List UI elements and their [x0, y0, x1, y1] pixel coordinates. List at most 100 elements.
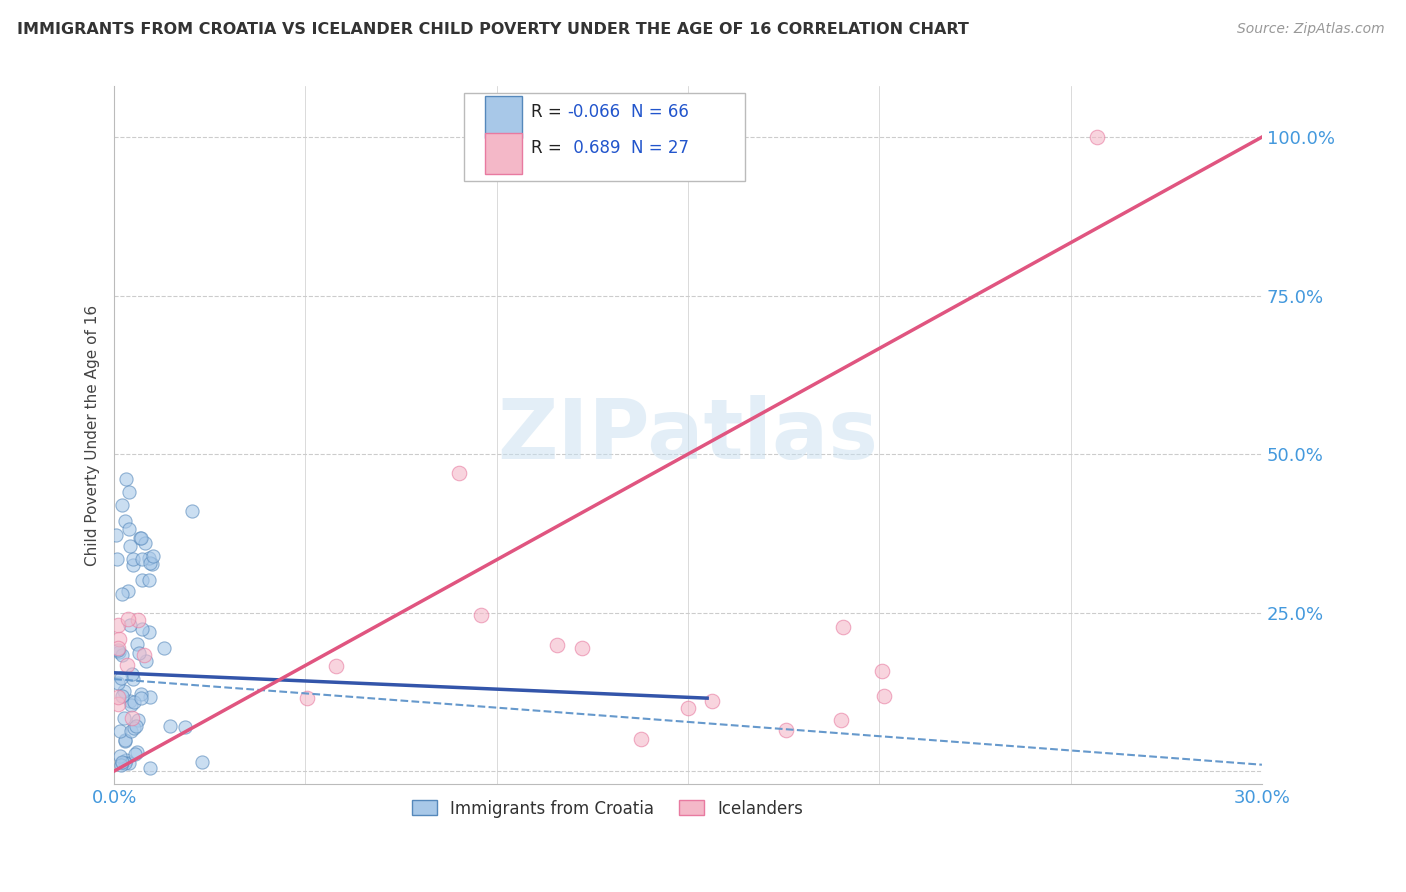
- Point: [122, 552, 145, 566]
- Point: [108, 723, 131, 738]
- Point: [138, 573, 160, 587]
- Point: [112, 711, 135, 725]
- Point: [325, 659, 347, 673]
- FancyBboxPatch shape: [464, 94, 745, 180]
- Point: [131, 552, 153, 566]
- Point: [120, 698, 142, 712]
- Point: [108, 632, 131, 647]
- Point: [112, 684, 135, 698]
- Point: [108, 645, 131, 659]
- Point: [180, 504, 202, 518]
- Point: [131, 573, 153, 587]
- Point: [470, 607, 492, 622]
- Point: [870, 664, 893, 678]
- Point: [111, 689, 134, 703]
- Point: [114, 756, 136, 770]
- Point: [131, 622, 153, 636]
- Point: [122, 721, 145, 735]
- Point: [118, 522, 141, 536]
- Point: [110, 755, 132, 769]
- Point: [107, 617, 129, 632]
- Point: [128, 647, 150, 661]
- Point: [114, 514, 136, 528]
- Point: [117, 612, 139, 626]
- Point: [121, 672, 143, 686]
- Point: [107, 640, 129, 655]
- Point: [153, 641, 176, 656]
- FancyBboxPatch shape: [485, 133, 522, 174]
- Point: [107, 642, 129, 657]
- Point: [125, 745, 148, 759]
- Text: N = 27: N = 27: [631, 139, 689, 157]
- Point: [111, 648, 134, 662]
- Point: [135, 654, 157, 668]
- Point: [139, 690, 162, 705]
- Point: [775, 723, 797, 738]
- Point: [117, 584, 139, 599]
- Point: [114, 472, 136, 486]
- Text: Source: ZipAtlas.com: Source: ZipAtlas.com: [1237, 22, 1385, 37]
- Point: [120, 617, 142, 632]
- Point: [127, 713, 149, 727]
- Point: [129, 691, 152, 706]
- Point: [107, 676, 129, 690]
- Legend: Immigrants from Croatia, Icelanders: Immigrants from Croatia, Icelanders: [405, 793, 810, 824]
- Point: [1087, 130, 1109, 145]
- Point: [107, 690, 129, 705]
- Point: [191, 755, 214, 769]
- Point: [138, 550, 160, 565]
- Point: [295, 690, 318, 705]
- Point: [174, 720, 197, 734]
- FancyBboxPatch shape: [485, 96, 522, 137]
- Point: [830, 714, 852, 728]
- Point: [114, 733, 136, 747]
- Point: [114, 733, 136, 747]
- Point: [122, 695, 145, 709]
- Point: [127, 637, 149, 651]
- Point: [831, 620, 853, 634]
- Point: [676, 700, 699, 714]
- Point: [107, 697, 129, 711]
- Point: [630, 731, 652, 746]
- Point: [159, 719, 181, 733]
- Point: [105, 528, 128, 542]
- Point: [108, 748, 131, 763]
- Point: [120, 724, 142, 739]
- Point: [105, 552, 128, 566]
- Point: [121, 711, 143, 725]
- Point: [122, 558, 145, 572]
- Point: [142, 549, 165, 563]
- Point: [447, 466, 470, 480]
- Point: [128, 531, 150, 545]
- Point: [124, 747, 146, 761]
- Text: R =: R =: [531, 103, 567, 120]
- Text: IMMIGRANTS FROM CROATIA VS ICELANDER CHILD POVERTY UNDER THE AGE OF 16 CORRELATI: IMMIGRANTS FROM CROATIA VS ICELANDER CHI…: [17, 22, 969, 37]
- Point: [121, 667, 143, 681]
- Point: [702, 694, 724, 708]
- Point: [127, 613, 149, 627]
- Point: [138, 761, 160, 775]
- Point: [120, 539, 142, 553]
- Point: [141, 557, 163, 571]
- Point: [118, 485, 141, 500]
- Point: [134, 536, 156, 550]
- Point: [111, 498, 134, 512]
- Point: [111, 587, 134, 601]
- Point: [117, 657, 139, 672]
- Point: [129, 531, 152, 545]
- Point: [546, 639, 568, 653]
- Point: [110, 757, 132, 772]
- Point: [117, 756, 139, 771]
- Y-axis label: Child Poverty Under the Age of 16: Child Poverty Under the Age of 16: [86, 304, 100, 566]
- Point: [571, 641, 593, 656]
- Point: [111, 756, 134, 770]
- Point: [129, 687, 152, 701]
- Point: [125, 719, 148, 733]
- Point: [139, 556, 162, 570]
- Text: ZIPatlas: ZIPatlas: [498, 394, 879, 475]
- Point: [118, 694, 141, 708]
- Text: 0.689: 0.689: [568, 139, 620, 157]
- Text: R =: R =: [531, 139, 567, 157]
- Text: N = 66: N = 66: [631, 103, 689, 120]
- Point: [132, 648, 155, 662]
